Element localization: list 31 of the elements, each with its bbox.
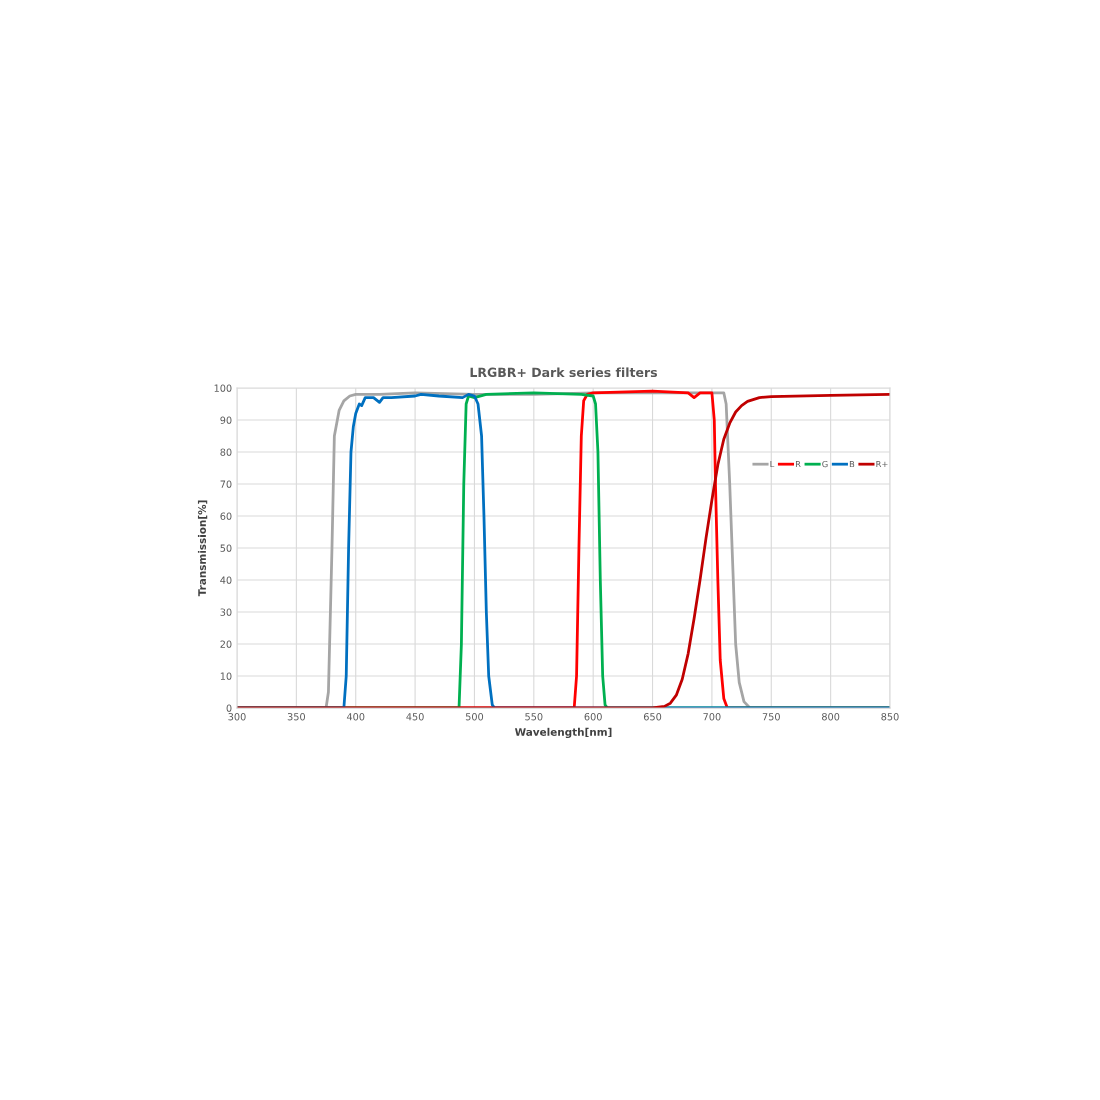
chart-title: LRGBR+ Dark series filters: [470, 367, 657, 378]
x-tick-label: 400: [346, 713, 365, 721]
x-tick-label: 800: [822, 713, 840, 721]
y-axis-title: Transmission[%]: [197, 500, 208, 597]
x-tick-label: 350: [287, 713, 305, 721]
y-tick-label: 70: [220, 480, 232, 488]
legend-label: R+: [876, 461, 888, 468]
x-tick-label: 700: [703, 713, 721, 721]
y-tick-label: 60: [220, 512, 232, 520]
x-tick-label: 650: [643, 713, 662, 721]
y-tick-label: 100: [214, 384, 232, 392]
y-tick-label: 0: [226, 704, 232, 712]
legend-label: G: [822, 460, 828, 468]
y-tick-label: 30: [220, 608, 232, 616]
x-axis-title: Wavelength[nm]: [514, 727, 612, 738]
legend-label: R: [795, 461, 801, 468]
y-tick-label: 40: [220, 576, 232, 584]
x-tick-label: 450: [406, 713, 424, 721]
y-tick-label: 80: [220, 448, 232, 456]
x-tick-label: 600: [584, 713, 602, 721]
y-tick-label: 90: [220, 416, 232, 424]
x-tick-label: 500: [465, 713, 484, 721]
y-tick-label: 10: [220, 672, 232, 680]
y-tick-label: 20: [220, 640, 232, 648]
legend-label: B: [849, 461, 855, 468]
x-tick-label: 750: [762, 713, 780, 721]
x-tick-label: 550: [525, 713, 543, 721]
x-tick-label: 300: [228, 713, 246, 721]
y-tick-label: 50: [220, 544, 232, 552]
legend-label: L: [770, 461, 775, 468]
x-tick-label: 850: [881, 713, 899, 721]
